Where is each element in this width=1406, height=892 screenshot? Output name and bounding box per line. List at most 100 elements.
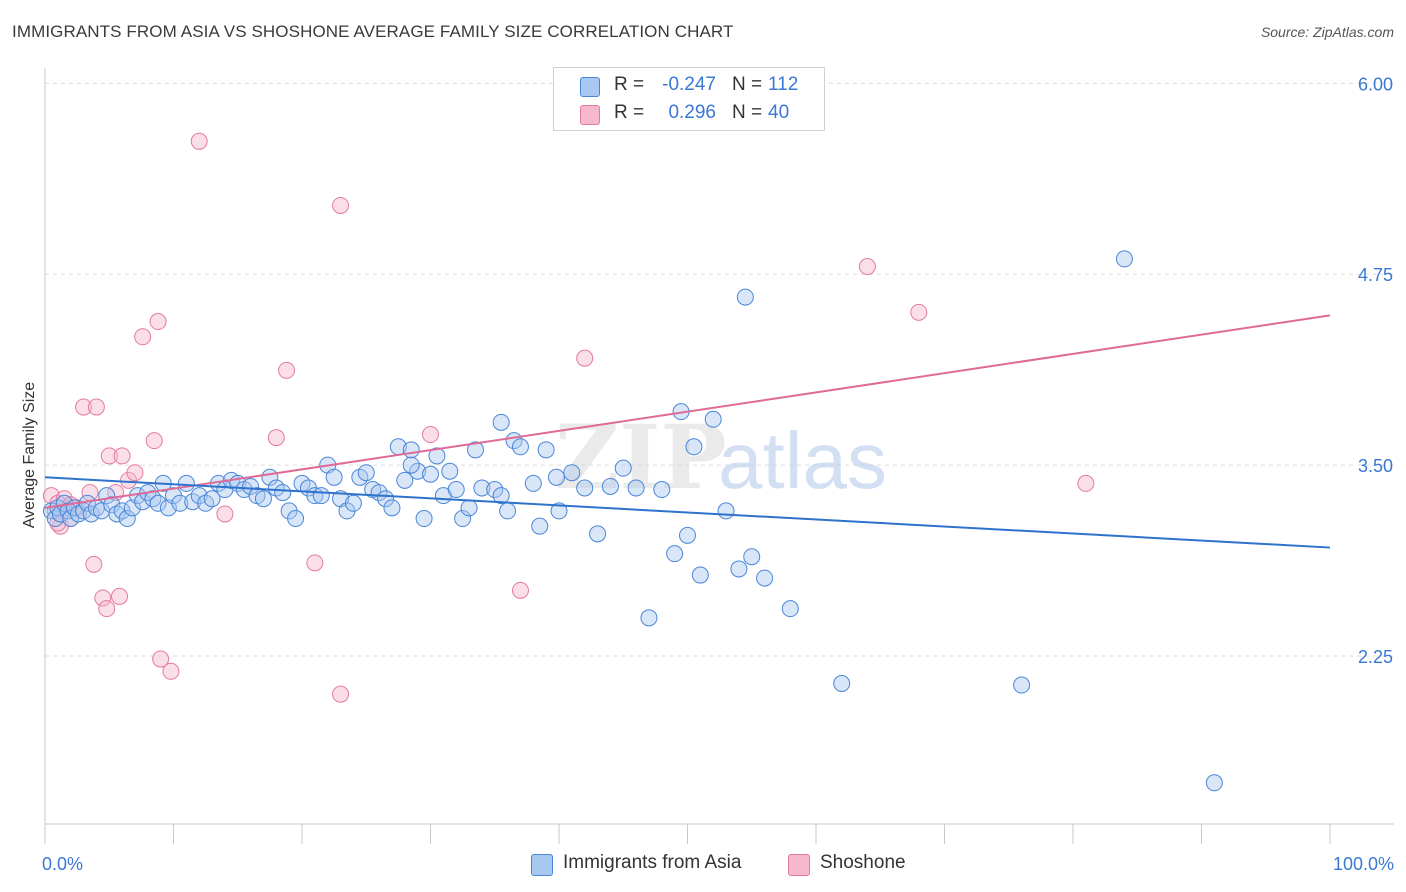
watermark: ZIP atlas	[555, 405, 887, 509]
y-tick-label: 6.00	[1358, 74, 1393, 94]
asia-point	[287, 510, 305, 528]
asia-point	[409, 462, 427, 480]
asia-point	[691, 566, 709, 584]
asia-point	[108, 505, 126, 523]
legend-label: Immigrants from Asia	[563, 852, 742, 873]
asia-point	[781, 600, 799, 618]
r-label: R =	[614, 102, 645, 123]
r-value: -0.247	[662, 74, 716, 95]
asia-point	[396, 471, 414, 489]
asia-point	[743, 548, 761, 566]
asia-point	[377, 490, 395, 508]
x-tick-label: 0.0%	[42, 854, 83, 874]
chart-source: Source: ZipAtlas.com	[1260, 24, 1394, 40]
asia-point	[312, 487, 330, 505]
shoshone-point	[100, 447, 118, 465]
asia-point	[666, 545, 684, 563]
asia-point	[653, 481, 671, 499]
shoshone-point	[75, 398, 93, 416]
asia-trend-line	[44, 476, 1331, 549]
asia-point	[499, 502, 517, 520]
shoshone-point	[910, 303, 928, 321]
asia-swatch	[580, 77, 600, 97]
y-tick-label: 2.25	[1358, 647, 1393, 667]
shoshone-point	[267, 429, 285, 447]
asia-point	[601, 477, 619, 495]
asia-point	[357, 464, 375, 482]
asia-point	[563, 464, 581, 482]
asia-point	[171, 494, 189, 512]
axes	[44, 68, 1394, 844]
shoshone-point	[94, 589, 112, 607]
shoshone-point	[511, 581, 529, 599]
asia-point	[325, 468, 343, 486]
shoshone-point	[152, 650, 170, 668]
asia-point	[254, 490, 272, 508]
asia-point	[550, 502, 568, 520]
shoshone-point	[162, 662, 180, 680]
legend-row-asia: R = -0.247 N = 112	[554, 72, 824, 100]
asia-point	[242, 477, 260, 495]
asia-point	[274, 484, 292, 502]
asia-point	[428, 447, 446, 465]
shoshone-point	[1077, 474, 1095, 492]
x-tick-label: 100.0%	[1333, 854, 1394, 874]
asia-point	[184, 493, 202, 511]
asia-point	[833, 674, 851, 692]
asia-point	[46, 510, 64, 528]
y-tick-label: 3.50	[1358, 456, 1393, 476]
shoshone-point	[278, 361, 296, 379]
asia-point	[730, 560, 748, 578]
legend-label: Shoshone	[820, 852, 906, 873]
asia-point	[589, 525, 607, 543]
asia-point	[685, 438, 703, 456]
asia-point	[447, 481, 465, 499]
asia-point	[492, 487, 510, 505]
svg-text:ZIP: ZIP	[555, 405, 727, 509]
asia-point	[1013, 676, 1031, 694]
shoshone-point	[87, 398, 105, 416]
shoshone-point	[422, 426, 439, 444]
asia-point	[736, 288, 754, 306]
shoshone-point	[98, 600, 116, 618]
r-label: R =	[614, 74, 645, 95]
asia-point	[640, 609, 658, 627]
asia-point	[531, 517, 549, 535]
asia-point	[422, 465, 439, 483]
asia-legend-swatch	[531, 854, 553, 876]
asia-point	[547, 468, 565, 486]
asia-point	[1115, 250, 1133, 268]
chart-title: IMMIGRANTS FROM ASIA VS SHOSHONE AVERAGE…	[12, 22, 734, 41]
svg-text:atlas: atlas	[718, 416, 887, 505]
asia-point	[466, 441, 484, 459]
shoshone-point	[306, 554, 324, 572]
shoshone-point	[332, 685, 350, 703]
asia-point	[537, 441, 555, 459]
shoshone-point	[85, 555, 103, 573]
shoshone-point	[190, 132, 208, 150]
shoshone-point	[113, 447, 131, 465]
asia-point	[614, 459, 632, 477]
asia-point	[454, 510, 472, 528]
n-value: 40	[768, 102, 790, 123]
asia-point	[679, 526, 696, 544]
asia-point	[756, 569, 774, 587]
y-axis-label: Average Family Size	[21, 382, 38, 529]
asia-point	[717, 502, 735, 520]
asia-point	[402, 456, 420, 474]
asia-point	[524, 474, 542, 492]
shoshone-trend-line	[44, 314, 1331, 509]
shoshone-point	[126, 464, 144, 482]
r-value: 0.296	[668, 102, 716, 123]
grid-lines	[45, 82, 1394, 657]
asia-point	[576, 479, 594, 497]
asia-point	[103, 496, 121, 514]
shoshone-point	[332, 196, 350, 214]
shoshone-point	[134, 328, 152, 346]
shoshone-legend-swatch	[788, 854, 810, 876]
asia-point	[344, 494, 362, 512]
tick-labels: 2.25 3.50 4.75 6.00 0.0% 100.0%	[42, 74, 1394, 874]
asia-point	[203, 490, 221, 508]
asia-point	[118, 510, 136, 528]
